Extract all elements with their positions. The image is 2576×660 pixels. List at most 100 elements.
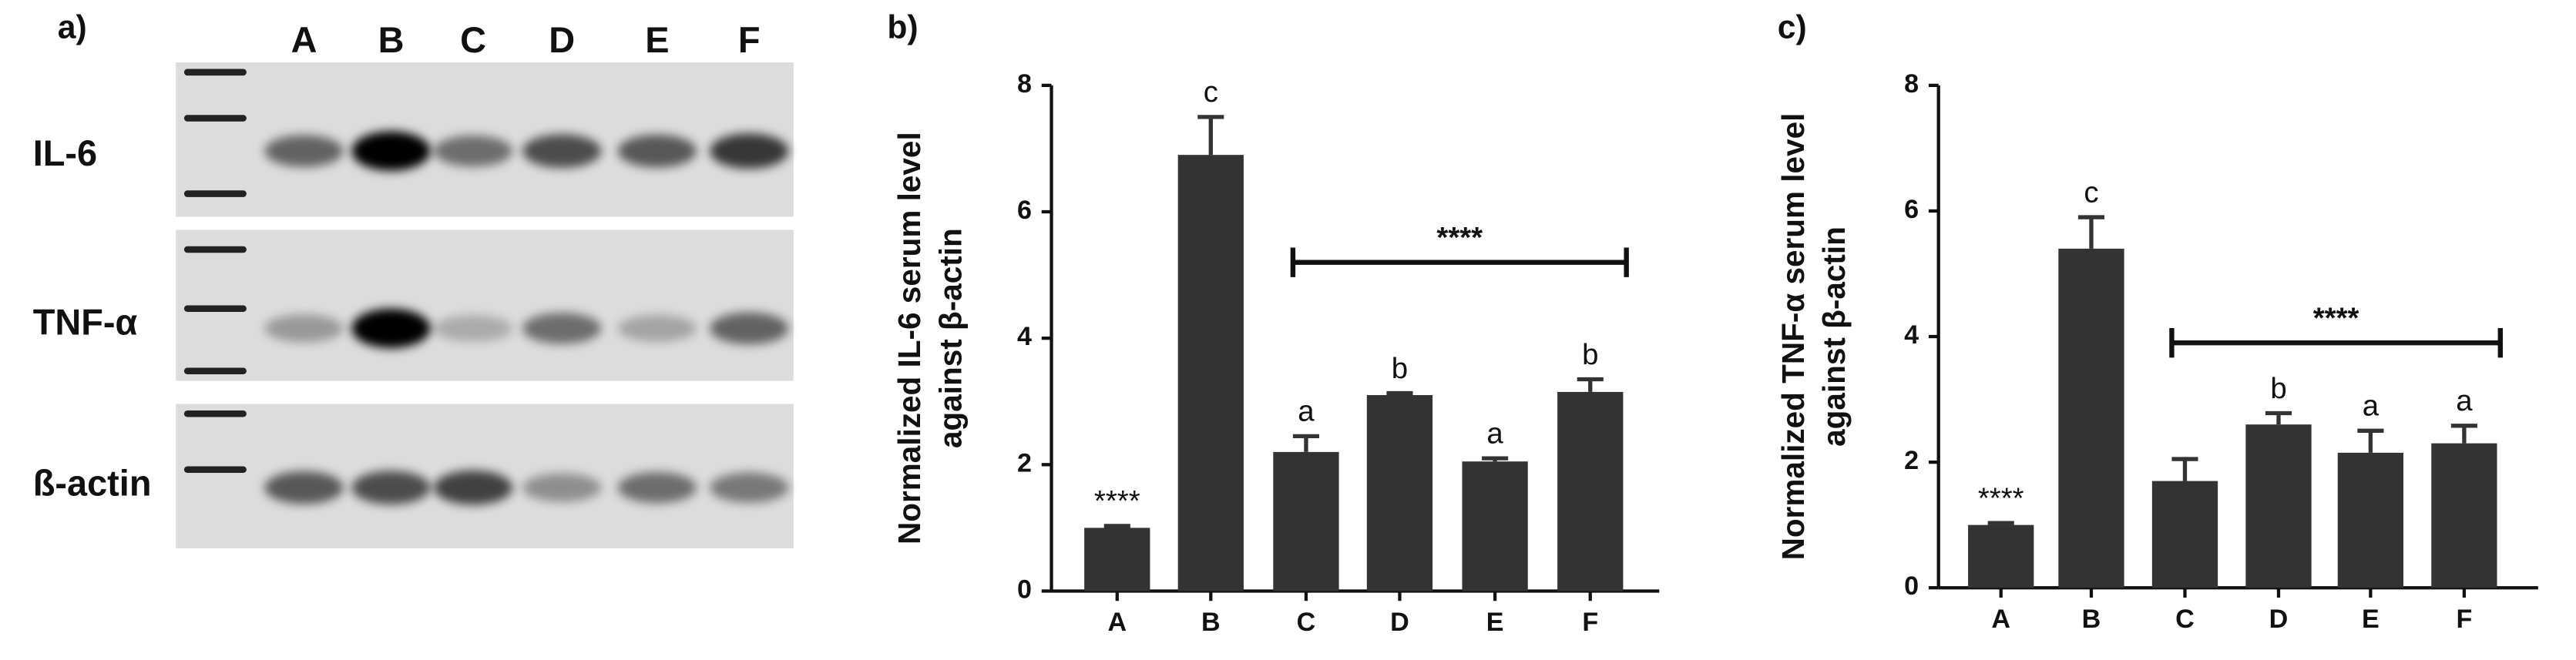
x-tick-label: C	[2175, 605, 2195, 634]
error-bar	[1577, 377, 1604, 392]
bar	[1968, 524, 2034, 588]
row-label: IL-6	[33, 133, 97, 173]
x-tick-label: B	[1201, 608, 1221, 637]
row-label: TNF-α	[33, 302, 138, 342]
band	[433, 315, 513, 342]
significance-bracket	[2169, 327, 2503, 358]
bar-label: ****	[1978, 482, 2024, 515]
bar-label: a	[1298, 395, 1315, 428]
band	[710, 472, 789, 503]
y-tick-label: 6	[1904, 195, 1919, 224]
error-bar	[1292, 434, 1320, 452]
y-tick-label: 2	[1017, 448, 1032, 477]
band	[710, 312, 789, 345]
ladder-band	[183, 367, 247, 375]
bar-label: c	[1204, 75, 1218, 109]
y-tick-label: 2	[1904, 446, 1919, 475]
y-tick-label: 8	[1904, 69, 1919, 99]
lane-label: B	[378, 20, 405, 60]
bar	[1273, 451, 1339, 591]
lane-label: C	[460, 20, 486, 60]
gel-row	[176, 229, 794, 381]
band	[433, 135, 513, 167]
panel-label: c)	[1778, 9, 1807, 46]
x-tick-label: C	[1297, 608, 1316, 637]
bar-label: b	[2270, 372, 2286, 405]
ladder-band	[183, 115, 247, 122]
gel-panel: a) A B C D E F IL-6 TNF-α ß-actin	[33, 9, 794, 549]
band	[617, 134, 697, 168]
bar	[2151, 481, 2218, 588]
band	[264, 471, 344, 504]
error-bar	[2077, 215, 2105, 249]
x-tick-label: A	[1991, 605, 2010, 634]
x-tick-label: D	[2269, 605, 2289, 634]
x-tick-label: A	[1107, 608, 1127, 637]
error-bar	[1482, 456, 1509, 462]
panel-label: b)	[887, 9, 918, 46]
bar-label: b	[1582, 338, 1598, 371]
band	[351, 471, 431, 505]
y-axis-label: against β-actin	[1816, 226, 1852, 447]
bar-label: a	[2363, 390, 2380, 423]
y-tick-label: 0	[1017, 575, 1032, 604]
significance-bracket	[1290, 247, 1629, 277]
ladder-band	[183, 69, 247, 76]
bar-label: b	[1392, 352, 1408, 385]
x-tick-label: D	[1390, 608, 1409, 637]
error-bar	[1197, 115, 1224, 156]
bar	[2431, 443, 2497, 588]
ladder-band	[183, 410, 247, 417]
lane-label: D	[549, 20, 575, 60]
error-bar	[2450, 424, 2477, 444]
ladder-band	[183, 466, 247, 473]
ladder-band	[183, 190, 247, 197]
y-tick-label: 4	[1904, 320, 1919, 350]
error-bar	[2357, 428, 2384, 453]
error-bar	[1386, 390, 1413, 396]
bar	[2245, 424, 2312, 588]
x-tick-label: E	[1486, 608, 1504, 637]
band	[264, 135, 344, 167]
band	[522, 313, 602, 344]
bar	[2058, 248, 2124, 588]
band	[617, 314, 697, 342]
bar-label: a	[1486, 417, 1503, 450]
error-bar	[2265, 410, 2292, 425]
bracket-label: ****	[1436, 221, 1483, 254]
y-axis-label: Normalized TNF-α serum level	[1775, 113, 1811, 561]
y-tick-label: 0	[1904, 571, 1919, 601]
band	[351, 131, 431, 171]
bar	[1084, 528, 1150, 591]
y-axis-label: Normalized IL-6 serum level	[892, 132, 927, 544]
bar	[1557, 391, 1624, 591]
band	[522, 134, 602, 168]
error-bar	[1987, 521, 2014, 525]
x-tick-label: B	[2082, 605, 2101, 634]
error-bar	[1103, 524, 1130, 528]
bar	[1177, 155, 1244, 591]
lane-label: E	[645, 20, 669, 60]
lane-label: A	[291, 20, 317, 60]
band	[351, 308, 431, 348]
bar	[2337, 452, 2404, 588]
lane-label: F	[738, 20, 761, 60]
bar-label: a	[2456, 384, 2473, 417]
bar	[1462, 461, 1528, 591]
band	[617, 471, 697, 504]
error-bar	[2171, 457, 2198, 481]
row-label: ß-actin	[33, 463, 152, 503]
band	[522, 473, 602, 502]
band	[433, 470, 513, 505]
bracket-label: ****	[2313, 301, 2359, 334]
x-tick-label: E	[2362, 605, 2380, 634]
bar-label: c	[2084, 176, 2098, 209]
ladder-band	[183, 305, 247, 313]
y-tick-label: 8	[1017, 69, 1032, 99]
y-tick-label: 6	[1017, 196, 1032, 225]
bar-label: ****	[1094, 484, 1140, 518]
band	[264, 314, 344, 343]
y-axis-label: against β-actin	[932, 228, 968, 448]
panel-label: a)	[58, 9, 87, 46]
